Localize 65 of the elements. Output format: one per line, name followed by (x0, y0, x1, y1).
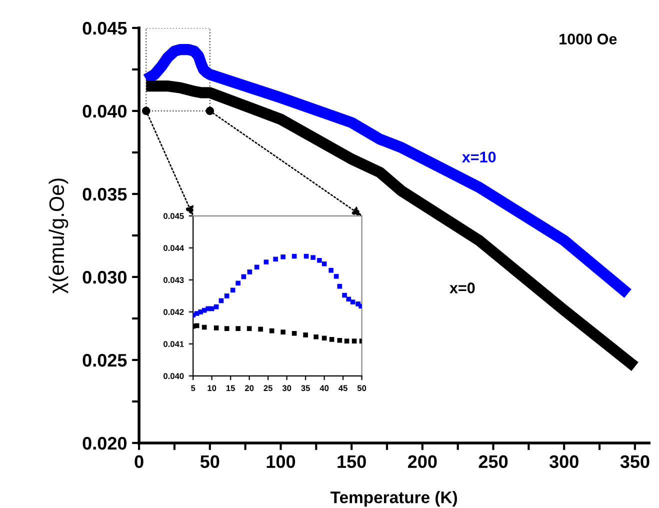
y-tick-label: 0.040 (164, 373, 184, 380)
y-tick-label: 0.042 (164, 309, 184, 316)
point (303, 332, 308, 338)
y-tick-label: 0.044 (164, 245, 184, 252)
x-tick-label: 150 (338, 455, 366, 468)
point (346, 296, 352, 302)
point (273, 256, 278, 262)
x-tick-label: 200 (408, 455, 437, 468)
point (322, 336, 327, 341)
y-tick-label: 0.030 (82, 270, 127, 284)
point (317, 258, 322, 263)
x-tick-label: 40 (320, 385, 329, 392)
point (292, 330, 297, 336)
series-label: x=10 (462, 152, 496, 162)
point (328, 268, 334, 273)
x-tick-label: 100 (266, 455, 296, 468)
point (310, 255, 316, 260)
y-tick-label: 0.045 (82, 22, 127, 35)
point (247, 270, 252, 274)
point (224, 294, 230, 298)
point (337, 338, 342, 343)
point (236, 326, 240, 331)
x-tick-label: 5 (191, 385, 196, 392)
x-tick-label: 45 (338, 385, 348, 392)
x-tick-label: 35 (301, 385, 310, 392)
point (344, 338, 350, 344)
x-tick-label: 10 (208, 385, 216, 392)
point (230, 288, 236, 293)
point (246, 326, 252, 331)
point (264, 260, 269, 264)
y-tick-label: 0.041 (164, 341, 184, 348)
point (224, 326, 230, 331)
y-tick-label: 0.043 (164, 277, 184, 284)
x-tick-label: 250 (478, 455, 508, 468)
x-tick-label: 20 (244, 385, 254, 392)
point (214, 326, 219, 330)
point (322, 262, 327, 266)
point (352, 338, 357, 344)
point (314, 334, 318, 340)
x-tick-label: 0 (134, 455, 144, 468)
x-axis-title: Temperature (K) (330, 491, 458, 507)
y-tick-label: 0.035 (82, 188, 127, 201)
y-tick-label: 0.040 (82, 104, 127, 118)
x-tick-label: 25 (264, 385, 272, 392)
point (280, 330, 286, 334)
point (334, 274, 339, 279)
point (254, 264, 260, 270)
point (342, 292, 347, 298)
annotation: 1000 Oe (560, 34, 617, 44)
x-tick-label: 300 (549, 455, 578, 468)
text: x=0 (450, 282, 475, 294)
x-tick-label: 50 (200, 455, 220, 468)
y-tick-label: 0.025 (82, 354, 127, 367)
x-tick-label: 30 (282, 385, 292, 392)
y-axis-title: χ(emu/g.Oe) (48, 178, 68, 294)
point (280, 254, 286, 260)
point (258, 326, 263, 332)
point (350, 300, 356, 304)
point (329, 337, 334, 342)
x-tick-label: 350 (620, 455, 650, 468)
x-tick-label: 50 (357, 385, 366, 392)
y-tick-label: 0.020 (82, 436, 127, 450)
point (236, 280, 240, 286)
x-tick-label: 15 (226, 385, 235, 392)
y-tick-label: 0.045 (164, 213, 184, 219)
